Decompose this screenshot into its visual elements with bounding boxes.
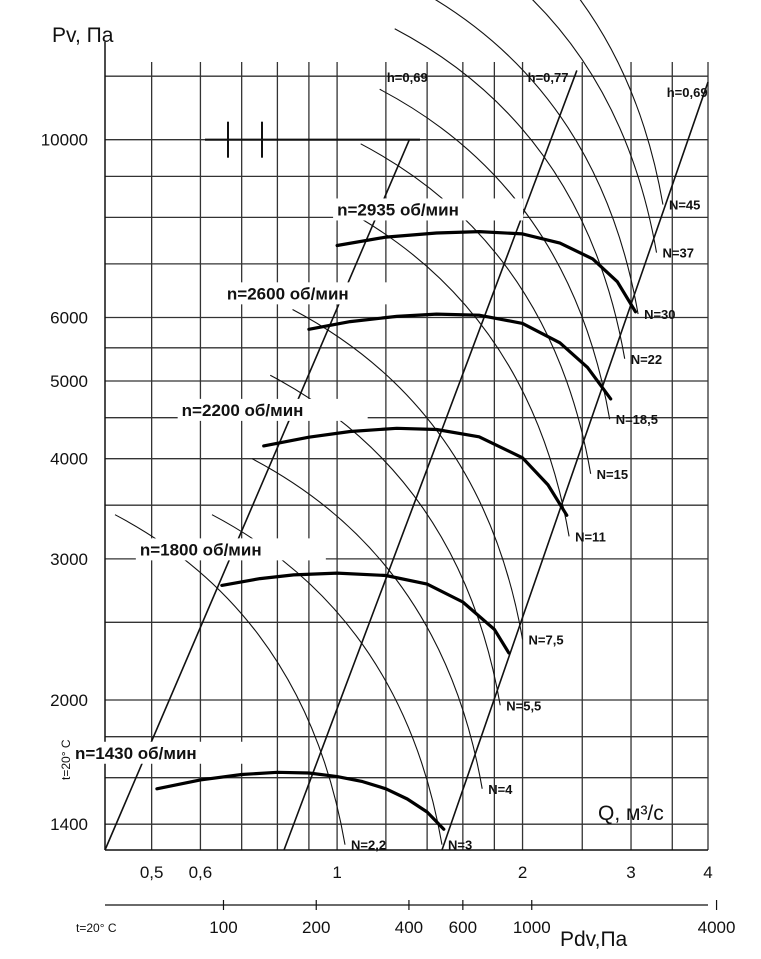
dynamic-pressure-tick-label: 100: [209, 918, 237, 937]
power-label: N=3: [448, 838, 472, 853]
y-tick-label: 1400: [50, 815, 88, 834]
power-label: N=2,2: [351, 838, 386, 853]
y-tick-label: 10000: [41, 131, 88, 150]
speed-curve-line: [220, 571, 511, 655]
speed-label: n=1800 об/мин: [140, 540, 262, 559]
y-tick-label: 3000: [50, 550, 88, 569]
power-label: N=5,5: [506, 698, 541, 713]
power-curves: [114, 0, 664, 845]
x-tick-label: 2: [518, 863, 527, 882]
speed-label-background: [70, 741, 261, 764]
speed-label-background: [333, 198, 524, 221]
power-curve: [434, 0, 639, 315]
side-temperature-label: t=20° C: [59, 739, 73, 780]
grid: [104, 42, 709, 906]
efficiency-line: [283, 70, 578, 851]
power-curve: [579, 0, 664, 205]
power-curve: [114, 514, 346, 845]
y-tick-label: 5000: [50, 372, 88, 391]
speed-curve-line: [335, 230, 638, 314]
efficiency-line: [104, 139, 411, 851]
efficiency-line: [441, 81, 709, 851]
speed-label: n=2200 об/мин: [182, 401, 304, 420]
y-tick-label: 6000: [50, 309, 88, 328]
power-curve: [394, 28, 626, 359]
power-curve: [211, 514, 443, 845]
power-curve: [338, 205, 570, 537]
dynamic-pressure-axis-title: Pdv,Па: [560, 928, 628, 951]
power-curve: [531, 0, 658, 253]
tick-labels: 10000 6000 5000 4000 3000 2000 1400 0,5 0,6 1 2 3 4 1…: [41, 131, 736, 937]
dynamic-pressure-tick-label: 200: [302, 918, 330, 937]
speed-label-background: [222, 282, 413, 305]
speed-label: n=1430 об/мин: [75, 744, 197, 763]
x-tick-label: 1: [332, 863, 341, 882]
power-curve: [360, 143, 592, 474]
power-curve: [379, 88, 611, 420]
speed-label: n=2600 об/мин: [227, 284, 349, 303]
power-label: N=15: [597, 467, 628, 482]
dynamic-pressure-tick-label: 600: [449, 918, 477, 937]
x-tick-label: 3: [626, 863, 635, 882]
dynamic-pressure-tick-label: 4000: [698, 918, 736, 937]
power-label: N=18,5: [616, 412, 658, 427]
efficiency-label: h=0,69: [667, 85, 708, 100]
efficiency-label: h=0,69: [387, 70, 428, 85]
power-label: N=30: [644, 307, 675, 322]
dynamic-pressure-tick-label: 400: [395, 918, 423, 937]
dynamic-pressure-tick-label: 1000: [513, 918, 551, 937]
speed-curve-line: [262, 426, 569, 517]
power-curve: [292, 308, 524, 640]
x-tick-label: 4: [703, 863, 712, 882]
y-tick-label: 2000: [50, 691, 88, 710]
power-label: N=4: [488, 782, 513, 797]
speed-label: n=2935 об/мин: [337, 200, 459, 219]
power-label: N=22: [631, 352, 662, 367]
speed-curve-line: [307, 312, 613, 401]
bottom-temperature-label: t=20° C: [76, 921, 117, 935]
y-tick-label: 4000: [50, 450, 88, 469]
x-tick-label: 0,5: [140, 863, 164, 882]
power-label: N=7,5: [529, 632, 564, 647]
speed-curve-line: [155, 770, 446, 831]
speed-label-background: [135, 538, 326, 561]
speed-label-background: [177, 398, 368, 421]
speed-curves: [155, 230, 638, 831]
x-axis-title: Q, м³/с: [598, 802, 664, 825]
power-label: N=37: [663, 246, 694, 261]
annotations: h=0,69 h=0,77 h=0,69 N=2,2 N=3 N=4 N=5,5 N=7,5 N…: [70, 70, 708, 853]
y-axis-title: Pv, Па: [52, 24, 114, 47]
x-tick-label: 0,6: [189, 863, 213, 882]
power-curve: [251, 458, 483, 789]
efficiency-lines: [104, 70, 709, 851]
power-label: N=11: [575, 529, 606, 544]
power-label: N=45: [669, 198, 700, 213]
efficiency-label: h=0,77: [528, 70, 569, 85]
